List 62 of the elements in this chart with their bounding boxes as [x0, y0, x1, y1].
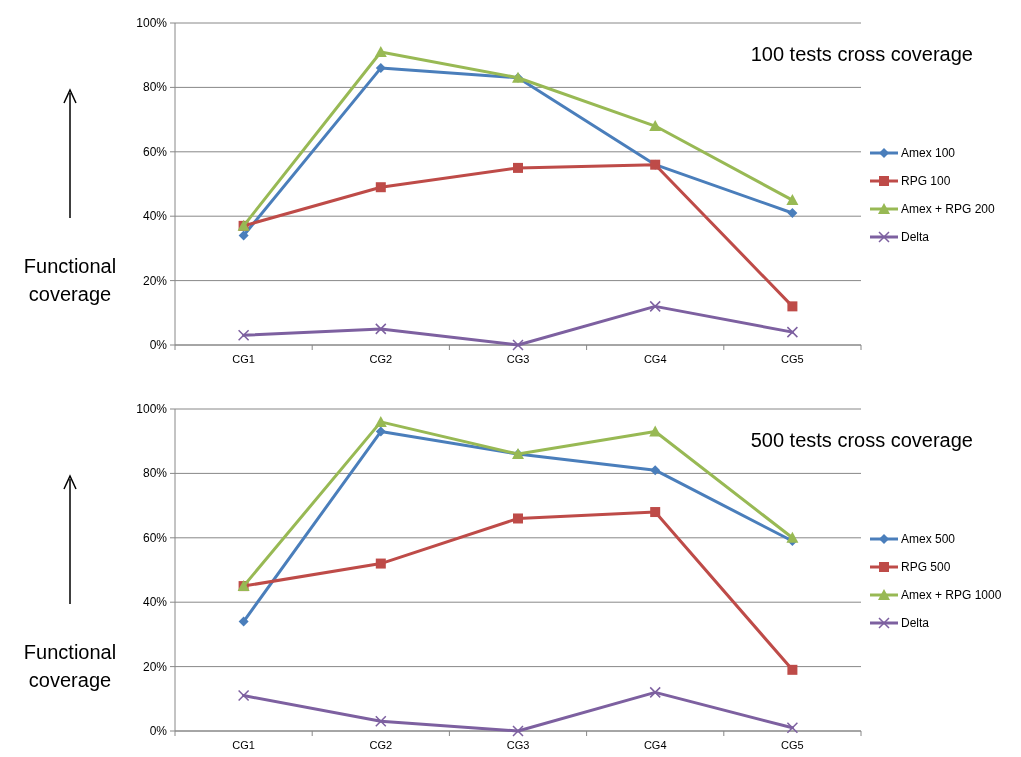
point [238, 230, 249, 241]
point [375, 323, 387, 335]
x-tick-label: CG3 [506, 353, 530, 365]
point [786, 531, 799, 543]
annotation: 100 tests cross coverage [750, 43, 973, 65]
point [787, 207, 798, 218]
legend-label: Amex + RPG 200 [901, 202, 996, 216]
point [238, 616, 249, 627]
x-tick-label: CG5 [781, 353, 804, 365]
point [375, 63, 386, 74]
point [374, 45, 387, 57]
y-tick-label: 40% [142, 209, 168, 224]
point [650, 507, 661, 518]
legend-label: Amex + RPG 1000 [901, 588, 1002, 602]
legend-label: RPG 100 [901, 174, 951, 188]
point [513, 162, 523, 173]
legend-label: Delta [901, 230, 930, 244]
legend-label: Amex 500 [901, 532, 956, 546]
x-tick-label: CG5 [781, 739, 804, 751]
point [237, 329, 250, 342]
x-tick-label: CG1 [232, 739, 255, 751]
y-tick-label: 0% [149, 338, 168, 352]
point [375, 182, 386, 193]
y-axis-title: Functional coverage [23, 641, 117, 691]
point [787, 664, 798, 675]
x-tick-label: CG3 [506, 739, 530, 751]
point [512, 339, 524, 351]
y-axis-title: Functional coverage [23, 255, 117, 305]
y-tick-label: 60% [142, 530, 168, 545]
y-tick-label: 80% [142, 80, 168, 95]
point [512, 725, 524, 737]
point [513, 513, 523, 524]
point [787, 301, 798, 312]
y-tick-label: 100% [136, 16, 168, 30]
y-tick-label: 0% [149, 724, 168, 738]
point [786, 194, 799, 206]
legend-label: Amex 100 [901, 146, 956, 160]
point [237, 689, 250, 702]
legend-label: Delta [901, 616, 930, 630]
y-tick-label: 20% [142, 659, 168, 674]
y-tick-label: 20% [142, 273, 168, 288]
point [649, 120, 662, 132]
annotation: 500 tests cross coverage [750, 429, 973, 451]
y-tick-label: 40% [142, 595, 168, 610]
x-tick-label: CG2 [369, 739, 393, 751]
x-tick-label: CG1 [232, 353, 255, 365]
point [375, 558, 386, 569]
y-tick-label: 80% [142, 466, 168, 481]
x-tick-label: CG2 [369, 353, 393, 365]
point [650, 465, 661, 476]
x-tick-label: CG4 [643, 353, 667, 365]
y-tick-label: 100% [136, 402, 168, 416]
x-tick-label: CG4 [643, 739, 667, 751]
point [786, 326, 799, 338]
point [375, 715, 387, 728]
point [649, 686, 661, 699]
legend-label: RPG 500 [901, 560, 951, 574]
point [649, 300, 661, 313]
y-tick-label: 60% [142, 144, 168, 159]
point [786, 722, 799, 734]
point [374, 415, 387, 427]
point [375, 426, 386, 437]
